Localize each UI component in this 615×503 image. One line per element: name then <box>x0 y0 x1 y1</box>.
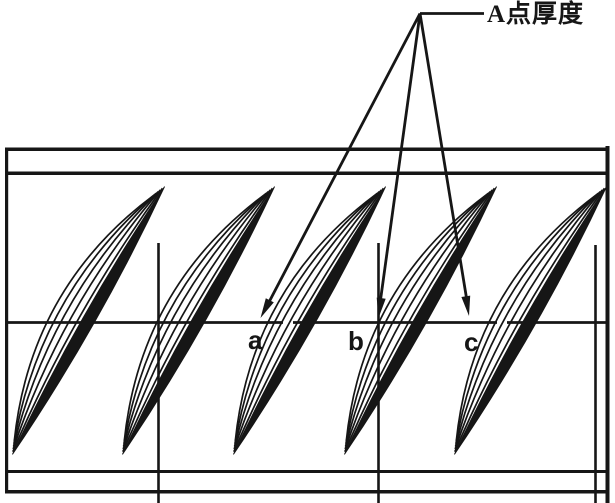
frame-top-inner-line <box>5 171 610 175</box>
point-label-c: c <box>464 327 479 357</box>
panel-outline <box>5 146 610 503</box>
arrowhead-c <box>461 295 471 316</box>
arrow-shaft-c <box>418 13 468 299</box>
section-divider-lines <box>157 243 597 503</box>
frame-bottom-inner-line <box>5 470 610 473</box>
arrow-shaft-a <box>266 12 422 305</box>
point-label-a: a <box>248 325 263 355</box>
point-label-b: b <box>348 326 364 356</box>
frame-top-outer-line <box>5 147 610 151</box>
arrow-shaft-b <box>379 13 422 301</box>
callout-label: A点厚度 <box>487 1 585 28</box>
frame-left-border <box>5 147 9 493</box>
arrowhead-b <box>376 297 386 318</box>
frame-bottom-outer-line <box>5 490 610 494</box>
callout-arrows <box>260 12 484 318</box>
arrowhead-a <box>260 298 274 318</box>
frame-right-border <box>605 146 610 503</box>
yarn-bundles <box>0 167 613 459</box>
